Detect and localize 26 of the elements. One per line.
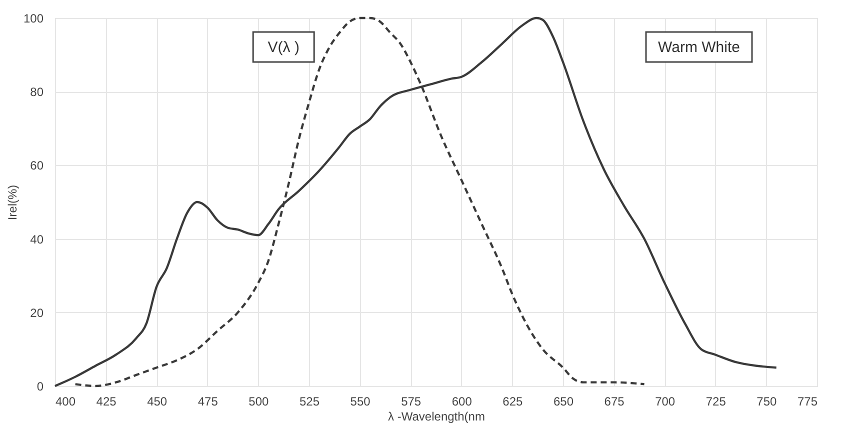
x-axis-title: λ -Wavelength(nm [388, 410, 485, 424]
x-tick-label: 725 [706, 394, 726, 408]
x-tick-label: 675 [604, 394, 625, 408]
y-tick-label: 80 [30, 85, 44, 100]
x-tick-label: 575 [401, 394, 422, 408]
x-tick-label: 500 [248, 394, 270, 408]
y-tick-label: 0 [36, 380, 44, 394]
y-tick-label: 40 [30, 232, 44, 246]
x-tick-label: 775 [797, 394, 818, 408]
x-tick-label: 525 [299, 394, 320, 408]
x-tick-label: 425 [96, 394, 117, 408]
y-tick-label: 20 [30, 306, 44, 320]
x-tick-label: 600 [452, 394, 472, 408]
x-tick-label: 625 [502, 394, 524, 408]
y-tick-label: 60 [30, 158, 44, 173]
x-tick-label: 550 [350, 394, 371, 408]
x-tick-label: 750 [756, 394, 778, 408]
series-label: V(λ ) [268, 39, 300, 56]
y-axis-title: Irel(%) [5, 184, 20, 220]
x-tick-label: 475 [198, 394, 218, 408]
text: Warm White [658, 39, 740, 56]
y-tick-label: 100 [23, 12, 44, 26]
x-tick-label: 400 [56, 394, 76, 408]
x-tick-label: 450 [147, 394, 168, 408]
x-tick-label: 650 [553, 394, 574, 408]
x-tick-label: 700 [655, 394, 676, 408]
